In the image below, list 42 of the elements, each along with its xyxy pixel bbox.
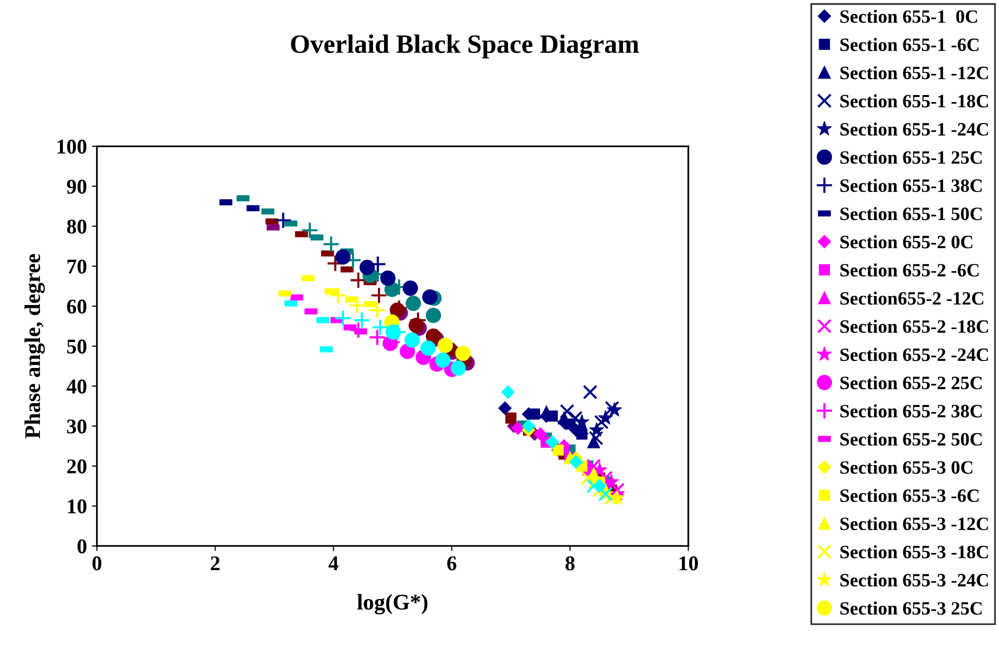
legend-label: Section 655-1 -24C	[840, 122, 988, 136]
x-tick-label: 4	[328, 556, 338, 570]
y-tick-label: 70	[68, 260, 86, 274]
legend-label: Section 655-2 25C	[840, 376, 982, 390]
legend-label: Section 655-1 38C	[840, 178, 982, 192]
legend-label: Section 655-3 -12C	[840, 516, 988, 530]
x-tick-label: 8	[566, 556, 575, 570]
legend-label: Section 655-3 25C	[840, 602, 982, 615]
y-tick-label: 80	[67, 220, 86, 234]
x-tick-label: 2	[210, 556, 220, 570]
legend-label: Section 655-1 0C	[840, 10, 978, 23]
legend-label: Section 655-3 -18C	[840, 545, 988, 558]
y-tick-label: 100	[58, 140, 86, 154]
y-axis-title: Phase angle, degree	[24, 254, 45, 438]
y-tick-label: 30	[67, 419, 86, 434]
legend-label: Section 655-3 0C	[840, 460, 972, 474]
x-tick-label: 0	[92, 556, 102, 570]
legend-label: Section655-2 -12C	[840, 292, 984, 305]
y-tick-label: 60	[67, 300, 86, 314]
y-tick-label: 50	[67, 340, 86, 354]
legend-label: Section 655-1 -12C	[840, 66, 988, 80]
legend-label: Section 655-2 -18C	[840, 320, 988, 333]
chart-title: Overlaid Black Space Diagram	[291, 34, 639, 59]
legend-label: Section 655-3 -24C	[840, 573, 988, 587]
y-tick-label: 0	[78, 539, 86, 554]
legend-label: Section 655-1 50C	[840, 206, 982, 220]
y-tick-label: 20	[67, 459, 86, 474]
x-tick-label: 6	[447, 556, 456, 570]
legend-label: Section 655-1 25C	[840, 150, 982, 164]
legend-label: Section 655-2 50C	[840, 432, 982, 446]
legend-label: Section 655-2 0C	[840, 235, 972, 248]
x-axis-title: log(G*)	[357, 594, 428, 614]
y-tick-label: 90	[66, 180, 86, 194]
legend-label: Section 655-2 -6C	[840, 263, 979, 277]
y-tick-label: 10	[68, 499, 86, 514]
y-tick-label: 40	[66, 379, 86, 394]
legend-label: Section 655-1 -6C	[840, 38, 979, 52]
legend-label: Section 655-2 -24C	[840, 348, 988, 362]
legend-label: Section 655-3 -6C	[840, 488, 979, 502]
x-tick-label: 10	[680, 556, 698, 570]
legend-label: Section 655-2 38C	[840, 404, 982, 418]
legend-label: Section 655-1 -18C	[840, 94, 988, 108]
